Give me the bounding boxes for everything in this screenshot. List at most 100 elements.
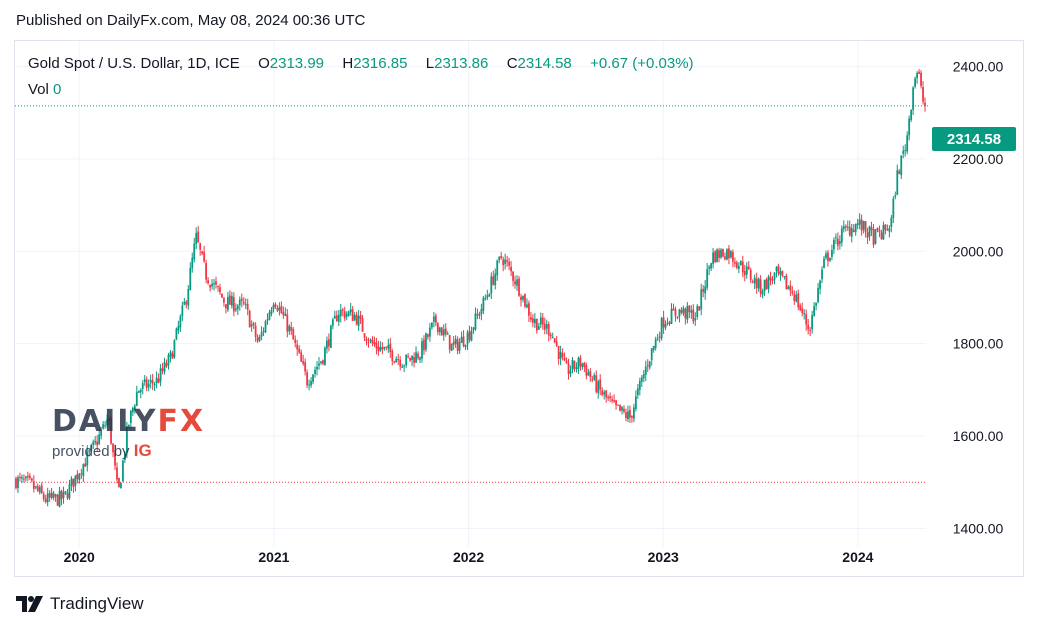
candle-body: [446, 333, 449, 335]
candle-body: [413, 357, 415, 363]
candle-body: [294, 339, 297, 343]
candle-body: [652, 346, 655, 350]
candle-body: [112, 443, 114, 453]
y-tick-label: 1800.00: [953, 336, 1004, 352]
candle-body: [131, 407, 134, 413]
candle-body: [432, 316, 435, 322]
candle-body: [644, 366, 647, 375]
candle-body: [232, 297, 235, 312]
candle-body: [60, 490, 63, 500]
candle-body: [884, 224, 887, 230]
candle-body: [452, 341, 455, 345]
candle-body: [834, 237, 837, 239]
x-tick-label: 2023: [648, 549, 679, 565]
candle-body: [613, 400, 615, 402]
candle-body: [670, 308, 673, 324]
candle-body: [848, 226, 851, 236]
dailyfx-brand: DAILY: [52, 404, 158, 439]
tradingview-logo[interactable]: TradingView: [16, 594, 144, 614]
candle-body: [577, 357, 580, 369]
legend-title: Gold Spot / U.S. Dollar, 1D, ICE: [28, 55, 240, 72]
candle-body: [118, 477, 120, 487]
candle-body: [274, 303, 277, 307]
candle-body: [351, 309, 354, 321]
candle-body: [775, 267, 778, 272]
candle-body: [427, 334, 429, 338]
candle-body: [817, 288, 819, 303]
candle-body: [395, 358, 398, 363]
candle-body: [634, 396, 637, 409]
candle-body: [480, 309, 483, 315]
candle-body: [278, 307, 281, 311]
candle-body: [19, 477, 21, 479]
candle-body: [417, 353, 419, 359]
candle-body: [96, 441, 99, 446]
candle-body: [815, 303, 817, 306]
candle-body: [430, 322, 433, 328]
candle-body: [302, 361, 305, 364]
candle-body: [795, 294, 798, 302]
candle-body: [642, 374, 645, 379]
candle-body: [854, 224, 857, 233]
candle-body: [318, 363, 320, 366]
candle-body: [666, 322, 669, 324]
candle-body: [565, 360, 568, 364]
candle-body: [106, 419, 108, 426]
candle-body: [745, 266, 748, 275]
candle-body: [674, 309, 677, 316]
candle-body: [300, 352, 303, 362]
legend-low-value: 2313.86: [434, 55, 489, 72]
candle-body: [371, 339, 374, 344]
candle-body: [910, 109, 913, 120]
published-note: Published on DailyFx.com, May 08, 2024 0…: [16, 12, 366, 29]
candle-body: [304, 362, 307, 372]
candle-body: [852, 229, 855, 233]
candle-body: [363, 333, 366, 338]
candle-body: [34, 486, 37, 488]
candle-body: [460, 337, 463, 343]
candle-body: [597, 381, 600, 393]
candle-body: [545, 324, 548, 329]
candle-body: [290, 327, 293, 331]
candle-body: [40, 485, 43, 493]
candle-body: [322, 360, 324, 364]
candle-body: [528, 303, 530, 316]
candle-body: [648, 361, 651, 368]
candle-body: [312, 374, 314, 382]
candle-body: [732, 252, 734, 262]
candle-body: [708, 266, 711, 269]
candle-body: [508, 261, 511, 266]
candle-body: [569, 370, 572, 374]
candle-body: [246, 303, 249, 310]
candle-body: [171, 353, 174, 359]
candle-body: [155, 377, 158, 384]
candle-body: [563, 357, 566, 361]
candle-body: [668, 322, 671, 325]
candle-body: [821, 269, 823, 280]
chart-frame[interactable]: [14, 40, 1024, 577]
candle-body: [52, 493, 55, 498]
candle-body: [767, 276, 770, 289]
candle-body: [831, 249, 833, 257]
candle-body: [696, 306, 699, 317]
candle-body: [141, 383, 144, 389]
candle-body: [88, 450, 91, 452]
candle-body: [672, 308, 675, 311]
candle-body: [124, 452, 126, 460]
candle-body: [221, 293, 223, 298]
candle-body: [175, 328, 178, 340]
candle-body: [898, 170, 901, 175]
candle-body: [68, 484, 71, 499]
candle-body: [205, 262, 208, 280]
tradingview-icon: [16, 596, 43, 612]
candle-body: [500, 255, 503, 258]
candle-body: [377, 346, 380, 352]
candle-body: [359, 315, 362, 319]
candle-body: [749, 269, 752, 280]
candle-body: [187, 289, 190, 306]
candle-body: [127, 424, 130, 427]
candle-body: [15, 478, 17, 489]
candle-body: [625, 412, 627, 418]
candle-body: [472, 327, 475, 331]
